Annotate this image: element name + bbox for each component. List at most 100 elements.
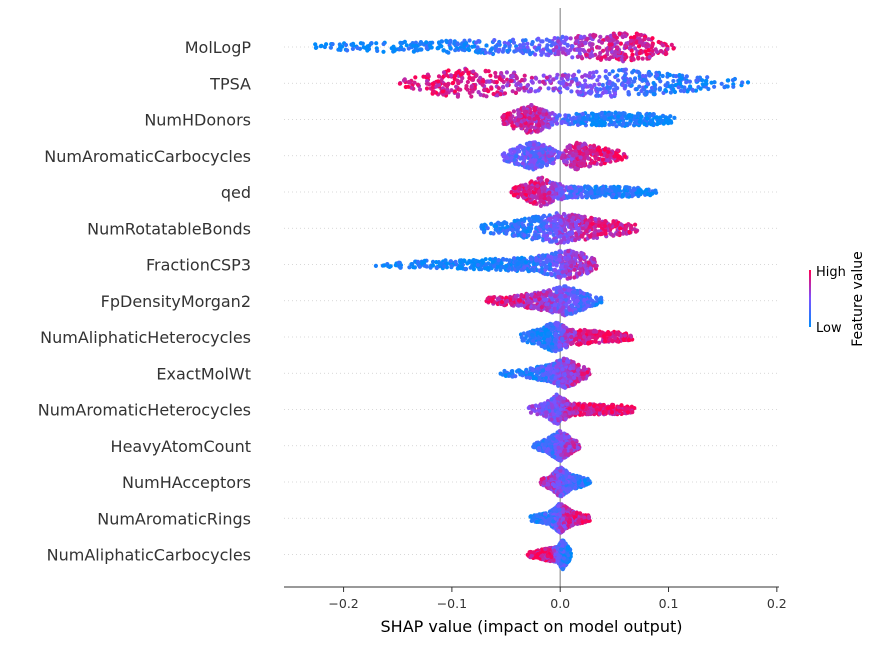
data-point [582, 146, 587, 151]
data-point [560, 119, 565, 124]
data-point [505, 83, 510, 88]
data-point [404, 43, 409, 48]
data-point [439, 39, 444, 44]
data-point [569, 193, 574, 198]
data-point [563, 113, 568, 118]
data-point [620, 83, 626, 88]
data-point [578, 90, 583, 95]
data-point [473, 258, 478, 263]
data-point [622, 57, 627, 62]
data-point [406, 80, 411, 85]
data-point [576, 69, 581, 74]
data-point [374, 41, 379, 46]
data-point [469, 85, 474, 90]
data-point [647, 73, 652, 78]
data-point [501, 74, 506, 80]
data-point [537, 292, 542, 297]
swarm-NumAromaticCarbocycles [500, 140, 629, 172]
data-point [540, 143, 546, 148]
data-point [595, 147, 600, 152]
data-point [614, 124, 619, 129]
data-point [587, 335, 592, 340]
data-point [669, 42, 674, 48]
data-point [636, 91, 641, 97]
data-point [594, 302, 599, 307]
data-point [375, 48, 380, 54]
data-point [392, 48, 397, 53]
data-point [581, 334, 587, 339]
data-point [507, 118, 512, 123]
data-point [494, 43, 499, 48]
data-point [532, 154, 537, 159]
data-point [448, 45, 453, 51]
data-point [547, 196, 552, 202]
data-point [570, 73, 576, 79]
data-point [493, 70, 498, 76]
data-point [725, 84, 730, 89]
data-point [554, 121, 559, 126]
data-point [514, 154, 519, 159]
data-point [448, 73, 454, 78]
data-point [575, 54, 581, 59]
data-point [567, 307, 572, 312]
data-point [505, 156, 510, 161]
data-point [522, 228, 527, 233]
data-point [627, 230, 632, 235]
data-point [458, 72, 463, 77]
data-point [665, 46, 670, 52]
data-point [444, 38, 449, 44]
data-point [558, 218, 563, 223]
data-point [566, 118, 571, 123]
data-point [486, 89, 491, 94]
data-point [602, 54, 608, 59]
data-point [600, 82, 605, 88]
data-point [518, 48, 523, 53]
data-point [512, 218, 517, 224]
data-point [605, 85, 610, 90]
data-point [491, 231, 496, 236]
data-point [618, 222, 624, 227]
data-point [610, 185, 615, 190]
data-point [637, 51, 642, 56]
data-point [645, 116, 650, 121]
data-point [515, 266, 520, 271]
data-point [639, 114, 644, 119]
data-point [549, 239, 555, 244]
data-point [434, 265, 439, 271]
data-point [521, 42, 526, 47]
data-point [599, 110, 605, 116]
data-point [676, 85, 681, 90]
row-guide-lines [284, 46, 779, 555]
data-point [558, 293, 564, 298]
data-point [455, 94, 460, 99]
data-point [560, 73, 565, 78]
data-point [434, 84, 439, 89]
data-point [616, 78, 621, 83]
data-point [487, 79, 492, 84]
data-point [595, 189, 600, 195]
data-point [550, 157, 555, 162]
data-point [355, 45, 360, 51]
data-point [583, 82, 588, 87]
data-point [570, 55, 575, 60]
data-point [536, 235, 542, 240]
data-point [322, 44, 327, 50]
data-point [653, 86, 658, 91]
data-point [503, 43, 508, 49]
data-point [561, 236, 566, 241]
data-point [568, 36, 573, 41]
data-point [467, 76, 472, 81]
data-point [534, 76, 539, 81]
data-point [581, 48, 586, 53]
data-point [606, 112, 611, 117]
data-point [705, 75, 710, 80]
data-point [549, 120, 554, 125]
data-point [594, 69, 599, 74]
data-point [585, 113, 591, 118]
data-point [523, 48, 528, 54]
data-point [564, 221, 569, 226]
data-point [443, 258, 448, 263]
data-point [648, 119, 653, 124]
data-point [434, 260, 439, 265]
data-point [572, 162, 577, 167]
